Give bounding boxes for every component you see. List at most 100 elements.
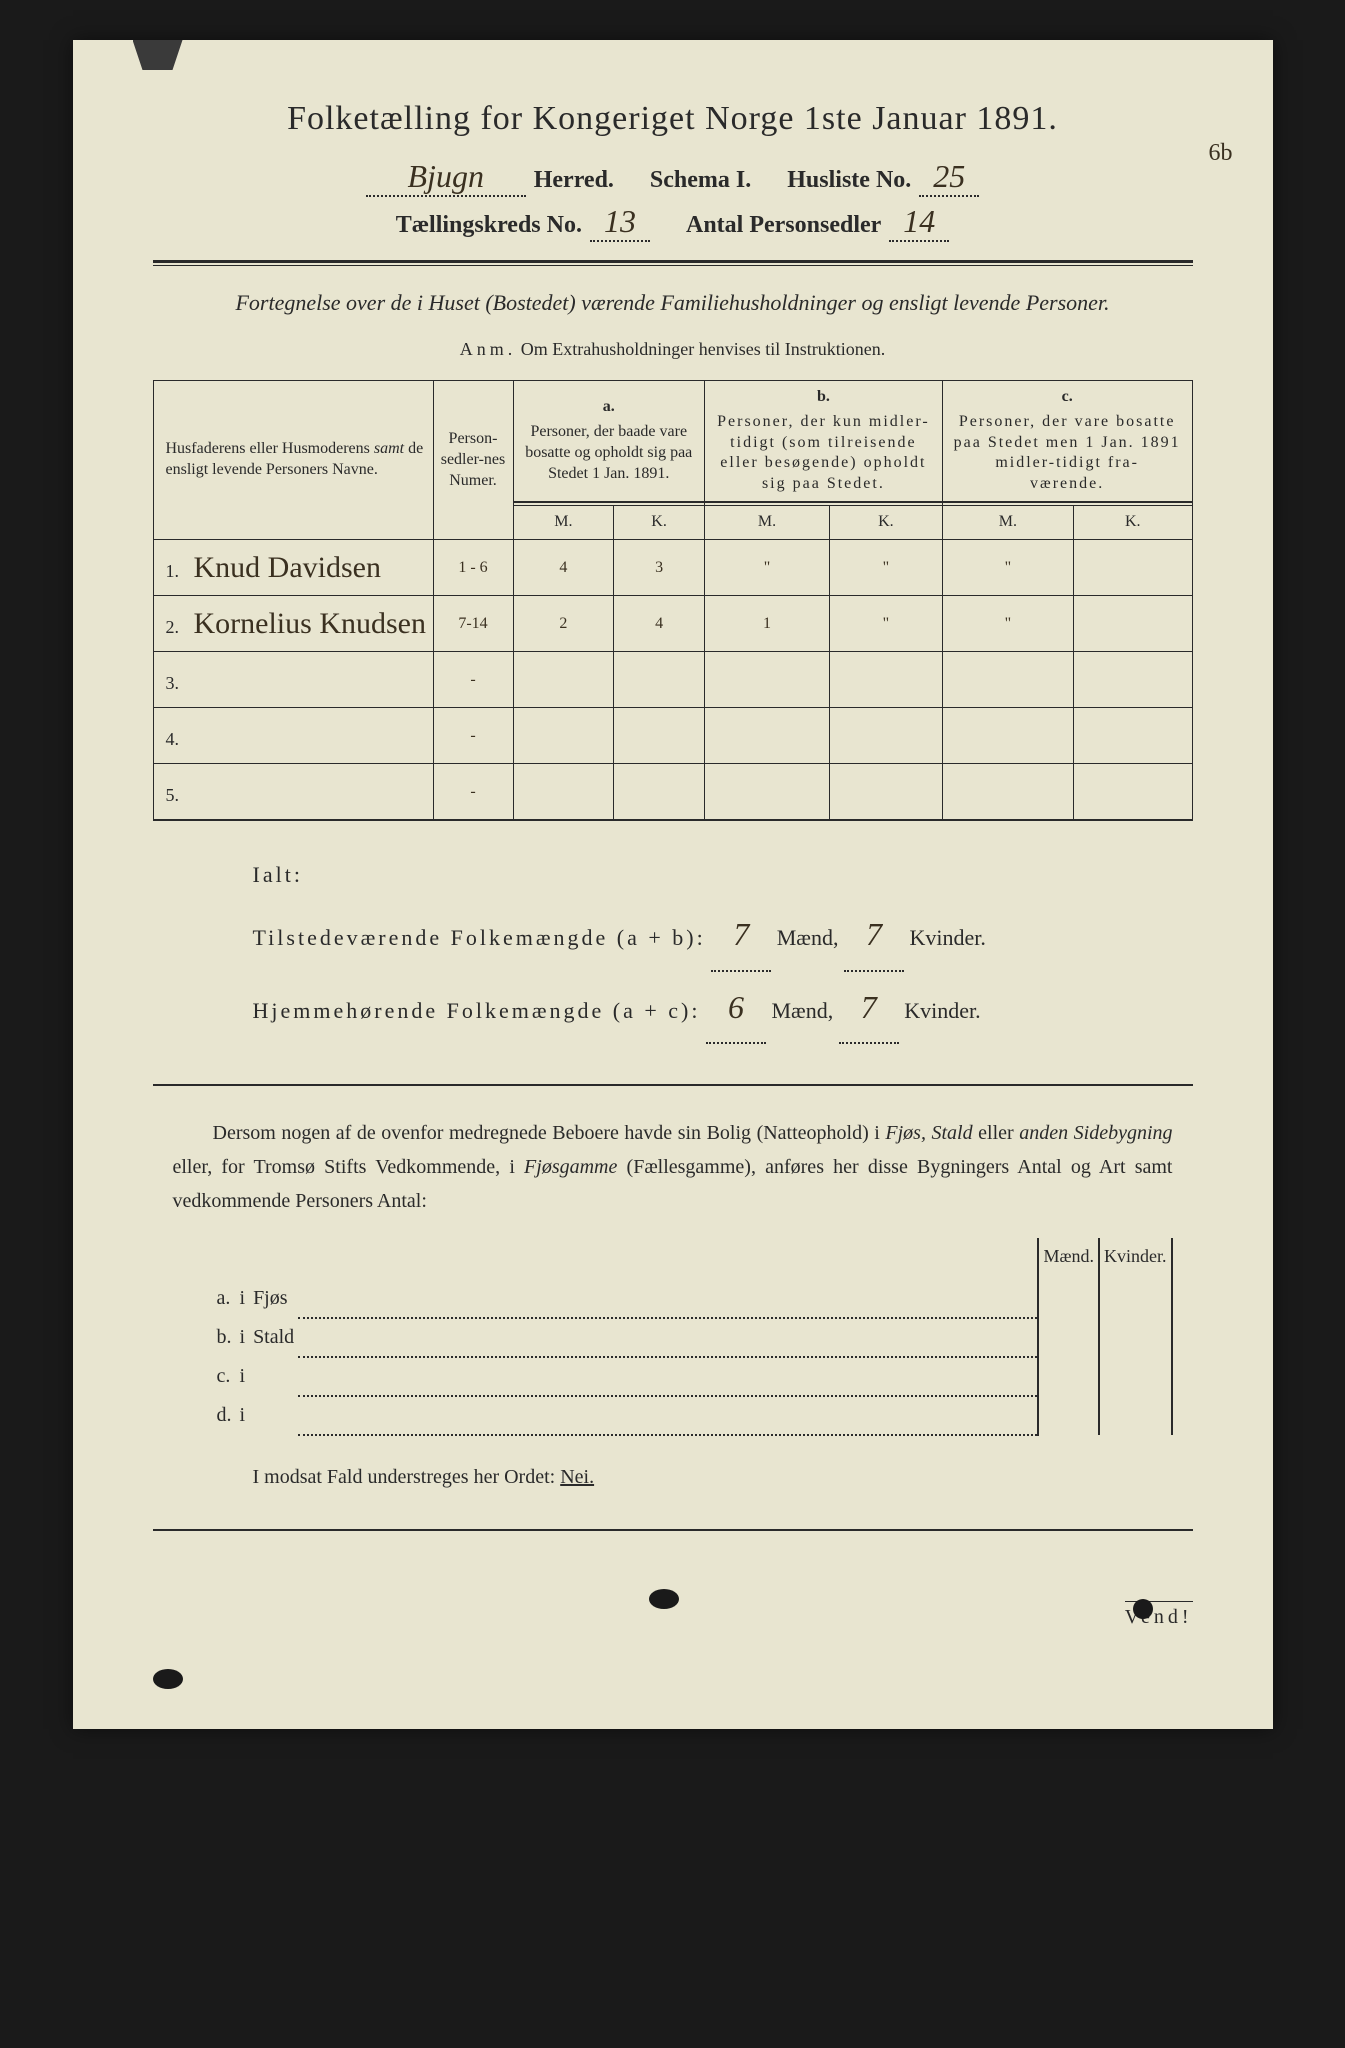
- anm-label: Anm.: [460, 339, 517, 359]
- ck-cell: [1074, 652, 1192, 708]
- col-c-header: c. Personer, der vare bosatte paa Stedet…: [942, 381, 1192, 502]
- bk-cell: [830, 764, 943, 820]
- name-cell: 4.: [153, 708, 433, 764]
- ak-cell: 4: [614, 596, 705, 652]
- nei-text: I modsat Fald understreges her Ordet:: [253, 1466, 556, 1488]
- bldg-i: i: [236, 1279, 250, 1318]
- bk-cell: ": [830, 540, 943, 596]
- bldg-k: [1099, 1279, 1172, 1318]
- numer-cell: 7-14: [433, 596, 513, 652]
- maend-1: Mænd,: [777, 925, 839, 950]
- bk-cell: [830, 652, 943, 708]
- margin-annotation: 6b: [1209, 140, 1233, 167]
- col-c-k: K.: [1074, 506, 1192, 540]
- kvinder-1: Kvinder.: [909, 925, 985, 950]
- bm-cell: [704, 764, 829, 820]
- col-b-letter: b.: [709, 387, 938, 408]
- bm-cell: [704, 708, 829, 764]
- numer-cell: -: [433, 764, 513, 820]
- present-k: 7: [844, 899, 904, 971]
- present-label: Tilstedeværende Folkemængde (a + b):: [253, 925, 706, 950]
- annotation-text: Anm. Om Extrahusholdninger henvises til …: [153, 339, 1193, 360]
- antal-label: Antal Personsedler: [686, 212, 881, 239]
- col-numer-header: Person-sedler-nes Numer.: [433, 381, 513, 540]
- cm-cell: ": [942, 596, 1073, 652]
- husliste-value: 25: [919, 158, 979, 197]
- anm-body: Om Extrahusholdninger henvises til Instr…: [521, 339, 885, 359]
- name-cell: 1. Knud Davidsen: [153, 540, 433, 596]
- bldg-i: i: [236, 1357, 250, 1396]
- bldg-row: a.iFjøs: [213, 1279, 1172, 1318]
- col-b-k: K.: [830, 506, 943, 540]
- nei-word: Nei.: [560, 1466, 594, 1488]
- bldg-letter: b.: [213, 1318, 236, 1357]
- table-row: 4. -: [153, 708, 1192, 764]
- bldg-letter: d.: [213, 1396, 236, 1435]
- bldg-row: d.i: [213, 1396, 1172, 1435]
- bldg-m: [1038, 1357, 1099, 1396]
- cm-cell: [942, 764, 1073, 820]
- am-cell: [513, 708, 614, 764]
- bldg-i: i: [236, 1396, 250, 1435]
- ak-cell: [614, 708, 705, 764]
- table-row: 5. -: [153, 764, 1192, 820]
- bldg-row: b.iStald: [213, 1318, 1172, 1357]
- numer-cell: 1 - 6: [433, 540, 513, 596]
- bldg-dots: [298, 1357, 1038, 1396]
- total-line-1: Tilstedeværende Folkemængde (a + b): 7 M…: [253, 899, 1193, 971]
- bldg-dots: [298, 1396, 1038, 1435]
- divider: [153, 260, 1193, 266]
- ak-cell: 3: [614, 540, 705, 596]
- herred-value: Bjugn: [366, 158, 526, 197]
- kreds-value: 13: [590, 203, 650, 242]
- am-cell: 4: [513, 540, 614, 596]
- intro-text: Fortegnelse over de i Huset (Bostedet) v…: [193, 286, 1153, 319]
- ck-cell: [1074, 764, 1192, 820]
- am-cell: [513, 652, 614, 708]
- resident-k: 7: [839, 972, 899, 1044]
- bldg-name: [249, 1357, 298, 1396]
- bldg-m: [1038, 1279, 1099, 1318]
- header-line-2: Tællingskreds No. 13 Antal Personsedler …: [153, 203, 1193, 242]
- husliste-label: Husliste No.: [787, 167, 911, 194]
- bm-cell: ": [704, 540, 829, 596]
- name-cell: 2. Kornelius Knudsen: [153, 596, 433, 652]
- present-m: 7: [711, 899, 771, 971]
- bldg-kvinder-header: Kvinder.: [1099, 1238, 1172, 1279]
- census-form-page: 6b Folketælling for Kongeriget Norge 1st…: [73, 40, 1273, 1729]
- ak-cell: [614, 764, 705, 820]
- table-row: 3. -: [153, 652, 1192, 708]
- divider-3: [153, 1529, 1193, 1531]
- col-b-header: b. Personer, der kun midler-tidigt (som …: [704, 381, 942, 502]
- census-table: Husfaderens eller Husmoderens samt de en…: [153, 380, 1193, 821]
- herred-label: Herred.: [534, 167, 614, 194]
- bldg-k: [1099, 1396, 1172, 1435]
- col-a-k: K.: [614, 506, 705, 540]
- bldg-dots: [298, 1318, 1038, 1357]
- bldg-dots: [298, 1279, 1038, 1318]
- antal-value: 14: [889, 203, 949, 242]
- name-cell: 5.: [153, 764, 433, 820]
- bm-cell: 1: [704, 596, 829, 652]
- bldg-maend-header: Mænd.: [1038, 1238, 1099, 1279]
- col-a-header: a. Personer, der baade vare bosatte og o…: [513, 381, 704, 502]
- resident-label: Hjemmehørende Folkemængde (a + c):: [253, 998, 701, 1023]
- col-a-m: M.: [513, 506, 614, 540]
- col-a-letter: a.: [518, 397, 700, 418]
- inkblot: [153, 1669, 183, 1689]
- col-c-text: Personer, der vare bosatte paa Stedet me…: [954, 413, 1181, 492]
- bldg-name: Stald: [249, 1318, 298, 1357]
- kvinder-2: Kvinder.: [904, 998, 980, 1023]
- inkblot: [649, 1589, 679, 1609]
- am-cell: 2: [513, 596, 614, 652]
- col-a-text: Personer, der baade vare bosatte og opho…: [525, 423, 692, 482]
- bldg-m: [1038, 1396, 1099, 1435]
- col-c-m: M.: [942, 506, 1073, 540]
- bk-cell: [830, 708, 943, 764]
- page-title: Folketælling for Kongeriget Norge 1ste J…: [153, 100, 1193, 138]
- ak-cell: [614, 652, 705, 708]
- bldg-m: [1038, 1318, 1099, 1357]
- ck-cell: [1074, 596, 1192, 652]
- inkblot: [1133, 1599, 1153, 1619]
- col-c-letter: c.: [947, 387, 1188, 408]
